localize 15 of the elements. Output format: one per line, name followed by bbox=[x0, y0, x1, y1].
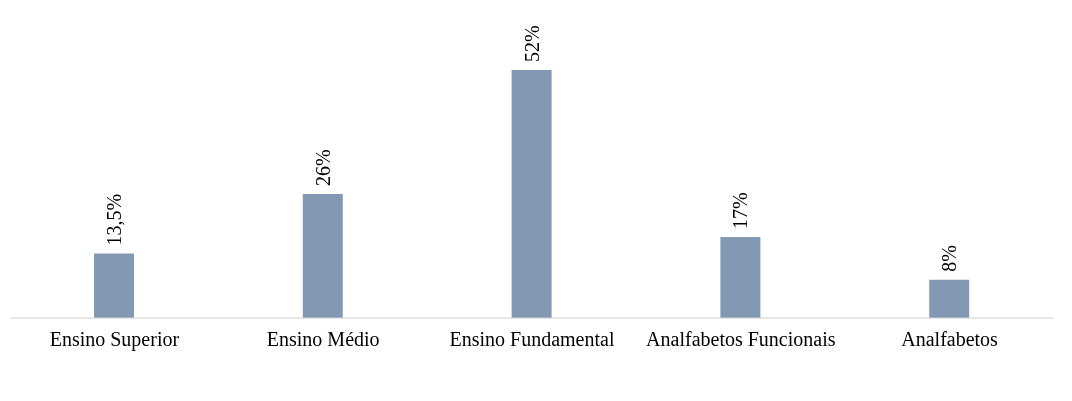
data-label: 8% bbox=[938, 245, 961, 272]
bar bbox=[302, 194, 343, 318]
data-label: 17% bbox=[729, 192, 752, 229]
bar bbox=[511, 70, 552, 318]
bar bbox=[94, 253, 134, 318]
x-tick-label: Ensino Superior bbox=[49, 328, 180, 352]
data-label: 26% bbox=[311, 149, 334, 186]
x-tick-label: Ensino Médio bbox=[266, 328, 380, 351]
x-tick-label: Analfabetos bbox=[901, 328, 999, 351]
x-tick-label: Analfabetos Funcionais bbox=[646, 328, 836, 351]
bar bbox=[929, 279, 970, 318]
data-label: 52% bbox=[520, 25, 543, 62]
x-tick-label: Ensino Fundamental bbox=[449, 328, 615, 351]
data-label: 13,5% bbox=[103, 193, 125, 246]
bar bbox=[720, 236, 761, 318]
